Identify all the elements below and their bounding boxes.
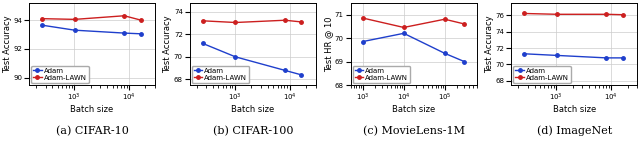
Adam-LAWN xyxy=(120,15,128,17)
Legend: Adam, Adam-LAWN: Adam, Adam-LAWN xyxy=(31,66,89,83)
Adam-LAWN xyxy=(232,22,239,23)
Line: Adam-LAWN: Adam-LAWN xyxy=(40,14,143,22)
Line: Adam-LAWN: Adam-LAWN xyxy=(201,18,303,24)
Adam-LAWN xyxy=(553,13,561,15)
Legend: Adam, Adam-LAWN: Adam, Adam-LAWN xyxy=(353,66,410,83)
Adam xyxy=(198,42,206,44)
Adam xyxy=(520,53,528,55)
Text: (d) ImageNet: (d) ImageNet xyxy=(536,126,612,136)
Adam xyxy=(441,52,449,54)
Line: Adam-LAWN: Adam-LAWN xyxy=(361,16,466,29)
Line: Adam-LAWN: Adam-LAWN xyxy=(522,12,625,16)
Adam-LAWN xyxy=(460,23,468,25)
Text: (b) CIFAR-100: (b) CIFAR-100 xyxy=(212,126,293,136)
X-axis label: Batch size: Batch size xyxy=(70,105,114,114)
Y-axis label: Test HR @ 10: Test HR @ 10 xyxy=(324,16,333,72)
Adam-LAWN xyxy=(198,20,206,22)
Adam-LAWN xyxy=(520,13,528,14)
Adam xyxy=(619,57,627,59)
Line: Adam: Adam xyxy=(361,32,466,63)
Adam-LAWN xyxy=(71,18,79,20)
Line: Adam: Adam xyxy=(522,52,625,60)
Line: Adam: Adam xyxy=(40,23,143,36)
Adam xyxy=(298,74,305,76)
Adam xyxy=(359,41,367,42)
Adam xyxy=(38,24,45,26)
X-axis label: Batch size: Batch size xyxy=(231,105,275,114)
X-axis label: Batch size: Batch size xyxy=(392,105,435,114)
X-axis label: Batch size: Batch size xyxy=(552,105,596,114)
Adam xyxy=(553,55,561,56)
Adam xyxy=(71,29,79,31)
Adam-LAWN xyxy=(602,13,610,15)
Text: (c) MovieLens-1M: (c) MovieLens-1M xyxy=(362,126,465,136)
Adam-LAWN xyxy=(359,17,367,19)
Adam xyxy=(137,33,145,35)
Adam-LAWN xyxy=(619,14,627,16)
Adam xyxy=(460,61,468,62)
Legend: Adam, Adam-LAWN: Adam, Adam-LAWN xyxy=(192,66,250,83)
Adam-LAWN xyxy=(281,19,289,21)
Y-axis label: Test Accuracy: Test Accuracy xyxy=(3,15,12,73)
Adam-LAWN xyxy=(38,18,45,19)
Adam-LAWN xyxy=(441,18,449,20)
Adam-LAWN xyxy=(400,27,408,28)
Adam-LAWN xyxy=(298,21,305,23)
Text: (a) CIFAR-10: (a) CIFAR-10 xyxy=(56,126,129,136)
Y-axis label: Test Accuracy: Test Accuracy xyxy=(163,15,172,73)
Legend: Adam, Adam-LAWN: Adam, Adam-LAWN xyxy=(513,66,571,83)
Adam xyxy=(120,32,128,34)
Adam xyxy=(602,57,610,59)
Y-axis label: Test Accuracy: Test Accuracy xyxy=(485,15,494,73)
Line: Adam: Adam xyxy=(201,42,303,77)
Adam xyxy=(232,56,239,58)
Adam-LAWN xyxy=(137,19,145,21)
Adam xyxy=(281,70,289,71)
Adam xyxy=(400,33,408,34)
